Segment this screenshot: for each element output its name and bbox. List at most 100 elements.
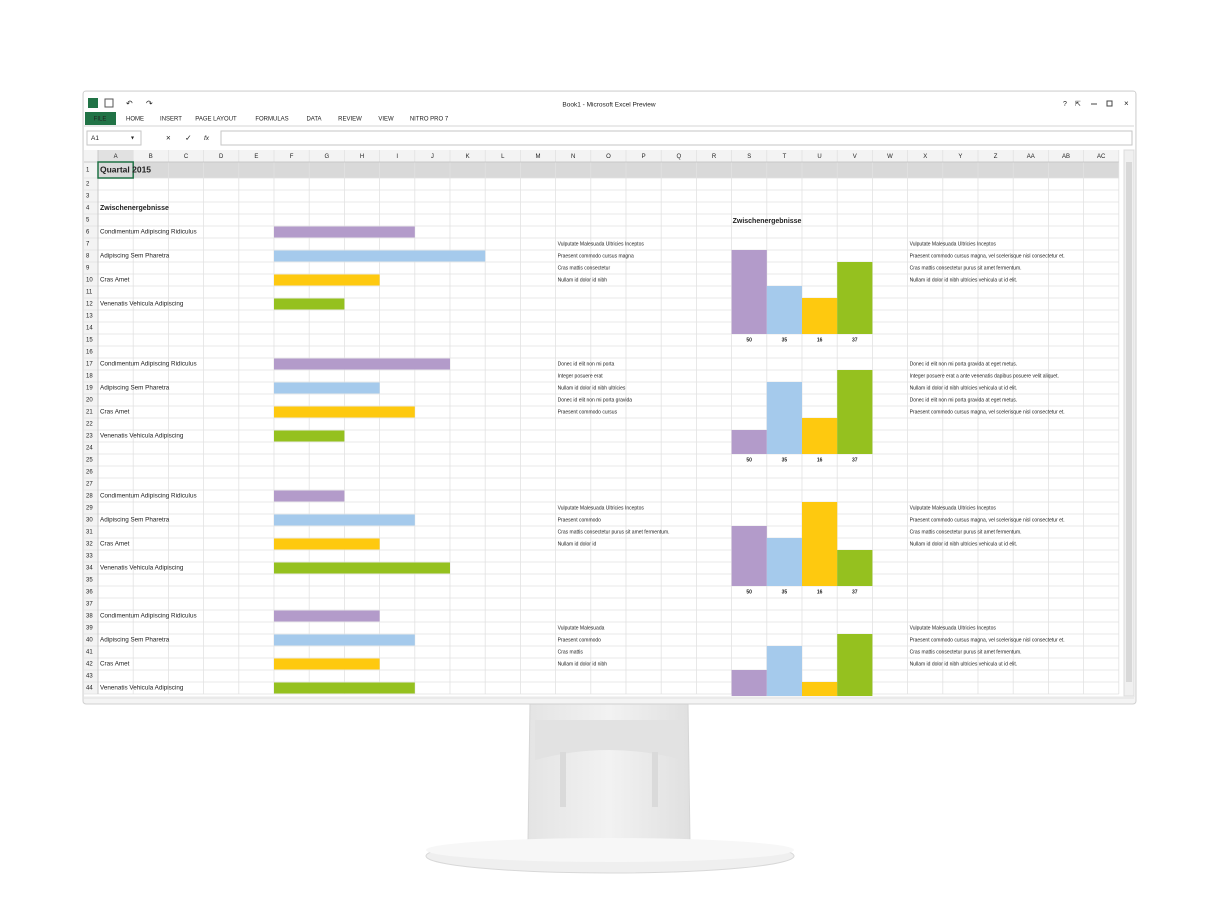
fx-button[interactable]: fx bbox=[204, 135, 210, 142]
ribbon-tab[interactable]: FORMULAS bbox=[255, 117, 288, 123]
worksheet: A B C D E F G H I J K L M N O P Q R S T U V W X Y Z AA AB AC12345678… bbox=[84, 150, 1120, 696]
column-bar bbox=[802, 418, 838, 454]
horizontal-bar bbox=[274, 538, 380, 550]
horizontal-bar bbox=[274, 562, 450, 574]
close-button[interactable]: × bbox=[1124, 99, 1129, 108]
ribbon-tab[interactable]: HOME bbox=[126, 117, 144, 123]
undo-icon[interactable]: ↶ bbox=[126, 99, 133, 108]
sheet-subtitle: Zwischenergebnisse bbox=[100, 205, 169, 212]
excel-icon bbox=[88, 98, 98, 108]
item-label: Condimentum Adipiscing Ridiculus bbox=[100, 361, 197, 368]
note-text: Nullam id dolor id nibh bbox=[558, 661, 608, 667]
item-label: Adipiscing Sem Pharetra bbox=[100, 517, 170, 524]
name-box-dropdown[interactable]: ▾ bbox=[131, 136, 134, 142]
row-header: 33 bbox=[86, 554, 93, 560]
row-header: 43 bbox=[86, 674, 93, 680]
row-header: 10 bbox=[86, 278, 93, 284]
row-header: 19 bbox=[86, 386, 93, 392]
horizontal-bar bbox=[274, 226, 415, 238]
ribbon-tab[interactable]: FILE bbox=[94, 117, 107, 123]
ribbon-toggle[interactable]: ⇱ bbox=[1075, 100, 1081, 108]
row-header: 42 bbox=[86, 662, 93, 668]
column-header: F bbox=[290, 154, 294, 160]
row-header: 3 bbox=[86, 194, 90, 200]
row-header: 39 bbox=[86, 626, 93, 632]
ribbon-tab[interactable]: PAGE LAYOUT bbox=[195, 117, 237, 123]
row-header: 38 bbox=[86, 614, 93, 620]
note-text: Vulputate Malesuada Ultricies Inceptos bbox=[558, 241, 645, 247]
column-header: T bbox=[783, 154, 787, 160]
chart-label: 35 bbox=[782, 589, 788, 595]
horizontal-bar bbox=[274, 382, 380, 394]
horizontal-bar bbox=[274, 298, 345, 310]
note-text: Vulputate Malesuada Ultricies Inceptos bbox=[910, 625, 997, 631]
column-header: U bbox=[817, 154, 821, 160]
column-header: E bbox=[254, 154, 258, 160]
row-header: 5 bbox=[86, 218, 90, 224]
note-text: Integer posuere erat a ante venenatis da… bbox=[910, 373, 1059, 379]
note-text: Praesent commodo cursus magna bbox=[558, 253, 634, 259]
column-header: N bbox=[571, 154, 575, 160]
column-header: Q bbox=[676, 154, 681, 160]
name-box[interactable] bbox=[86, 130, 142, 146]
row-header: 29 bbox=[86, 506, 93, 512]
row-header: 32 bbox=[86, 542, 93, 548]
row-header: 15 bbox=[86, 338, 93, 344]
note-text: Praesent commodo cursus bbox=[558, 409, 618, 415]
active-cell bbox=[97, 161, 134, 179]
redo-icon[interactable]: ↷ bbox=[146, 99, 153, 108]
chart-label: 37 bbox=[852, 337, 858, 343]
column-header: I bbox=[396, 154, 398, 160]
help-button[interactable]: ? bbox=[1063, 101, 1067, 108]
ribbon-tab[interactable]: REVIEW bbox=[338, 117, 362, 123]
file-tab-bg bbox=[85, 112, 116, 125]
row-header: 28 bbox=[86, 494, 93, 500]
row-header: 9 bbox=[86, 266, 90, 272]
selected-column-header bbox=[98, 150, 134, 162]
save-icon bbox=[104, 98, 114, 108]
ribbon-tab[interactable]: VIEW bbox=[378, 117, 394, 123]
ribbon-tab[interactable]: INSERT bbox=[160, 117, 182, 123]
horizontal-bar bbox=[274, 610, 380, 622]
name-box-text: A1 bbox=[91, 135, 99, 142]
row-header: 21 bbox=[86, 410, 93, 416]
column-header: X bbox=[923, 154, 927, 160]
column-bar bbox=[802, 682, 838, 696]
title-row-fill bbox=[98, 162, 1119, 178]
stand-hinge bbox=[535, 720, 683, 760]
scroll-thumb[interactable] bbox=[1126, 162, 1132, 682]
chart-label: 16 bbox=[817, 457, 823, 463]
row-header: 8 bbox=[86, 254, 90, 260]
note-text: Nullam id dolor id nibh ultricies vehicu… bbox=[910, 541, 1018, 547]
note-text: Cras mattis consectetur bbox=[558, 265, 611, 271]
row-header: 12 bbox=[86, 302, 93, 308]
row-header: 25 bbox=[86, 458, 93, 464]
column-header: J bbox=[431, 154, 434, 160]
ribbon-tab[interactable]: DATA bbox=[306, 117, 321, 123]
formula-input[interactable] bbox=[220, 130, 1133, 146]
column-header: P bbox=[642, 154, 646, 160]
column-header: L bbox=[501, 154, 505, 160]
note-text: Vulputate Malesuada bbox=[558, 625, 605, 631]
horizontal-bar bbox=[274, 274, 380, 286]
horizontal-bar bbox=[274, 514, 415, 526]
restore-button[interactable] bbox=[1106, 100, 1113, 107]
item-label: Venenatis Vehicula Adipiscing bbox=[100, 301, 184, 308]
row-header: 1 bbox=[86, 168, 90, 174]
column-bar bbox=[731, 430, 767, 454]
item-label: Condimentum Adipiscing Ridiculus bbox=[100, 613, 197, 620]
note-text: Praesent commodo cursus magna, vel scele… bbox=[910, 517, 1065, 523]
column-header: Z bbox=[994, 154, 998, 160]
chart-title: Zwischenergebnisse bbox=[733, 218, 802, 225]
note-text: Cras mattis bbox=[558, 649, 584, 655]
column-header: W bbox=[887, 154, 893, 160]
chart-label: 16 bbox=[817, 589, 823, 595]
chart-label: 37 bbox=[852, 589, 858, 595]
window-title: Book1 - Microsoft Excel Preview bbox=[562, 102, 656, 109]
ribbon-tab[interactable]: NITRO PRO 7 bbox=[410, 117, 449, 123]
column-header: D bbox=[219, 154, 224, 160]
row-header: 26 bbox=[86, 470, 93, 476]
row-header: 2 bbox=[86, 182, 90, 188]
row-header: 14 bbox=[86, 326, 93, 332]
